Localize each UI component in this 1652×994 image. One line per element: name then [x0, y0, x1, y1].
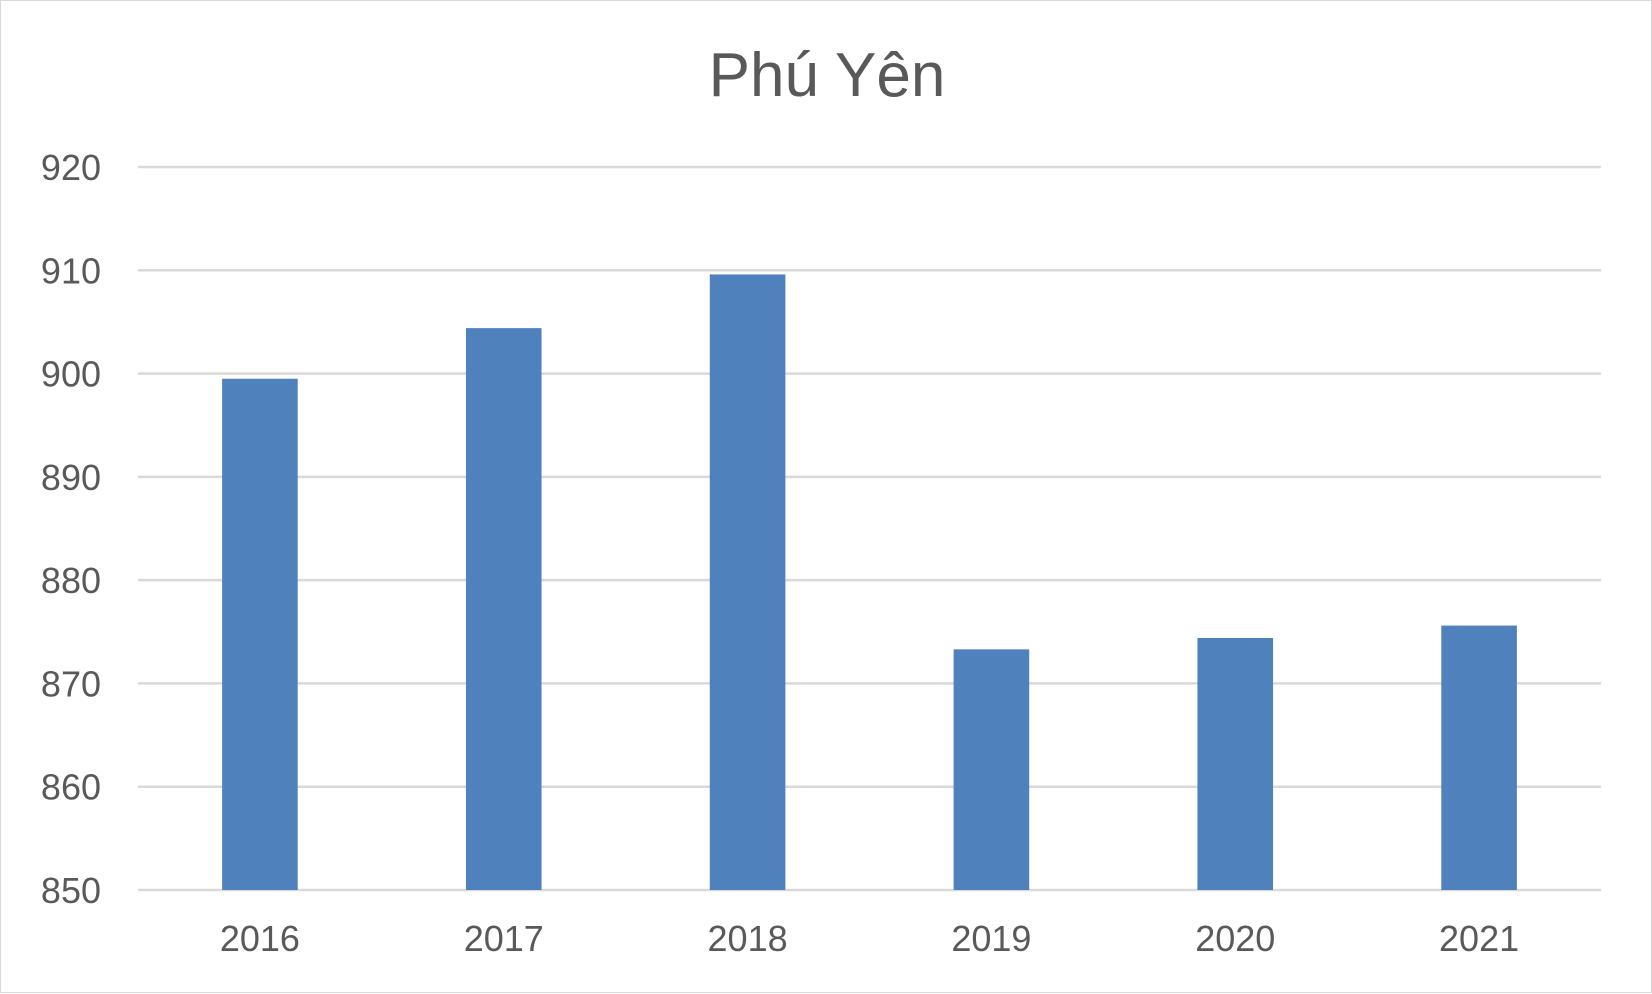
y-tick-label: 850 — [41, 870, 101, 911]
x-axis-ticks: 2016 2017 2018 2019 2020 2021 — [220, 918, 1519, 959]
x-tick-label: 2018 — [708, 918, 788, 959]
bar-2018 — [709, 274, 786, 891]
y-tick-label: 890 — [41, 457, 101, 498]
y-tick-label: 870 — [41, 663, 101, 704]
x-tick-label: 2017 — [464, 918, 544, 959]
bar-2020 — [1197, 637, 1274, 890]
bar-2016 — [222, 378, 298, 890]
bar-2019 — [953, 649, 1030, 890]
y-tick-label: 880 — [41, 560, 101, 601]
x-tick-label: 2020 — [1195, 918, 1275, 959]
x-tick-label: 2021 — [1439, 918, 1519, 959]
y-tick-label: 860 — [41, 767, 101, 808]
bar-2021 — [1441, 625, 1517, 890]
y-tick-label: 920 — [41, 147, 101, 188]
bars — [222, 274, 1517, 891]
y-tick-label: 900 — [41, 354, 101, 395]
x-tick-label: 2019 — [951, 918, 1031, 959]
y-axis-ticks: 850 860 870 880 890 900 910 920 — [41, 147, 101, 911]
chart-title: Phú Yên — [709, 41, 946, 110]
gridlines — [138, 165, 1601, 892]
x-tick-label: 2016 — [220, 918, 300, 959]
bar-2017 — [465, 328, 542, 890]
y-tick-label: 910 — [41, 250, 101, 291]
